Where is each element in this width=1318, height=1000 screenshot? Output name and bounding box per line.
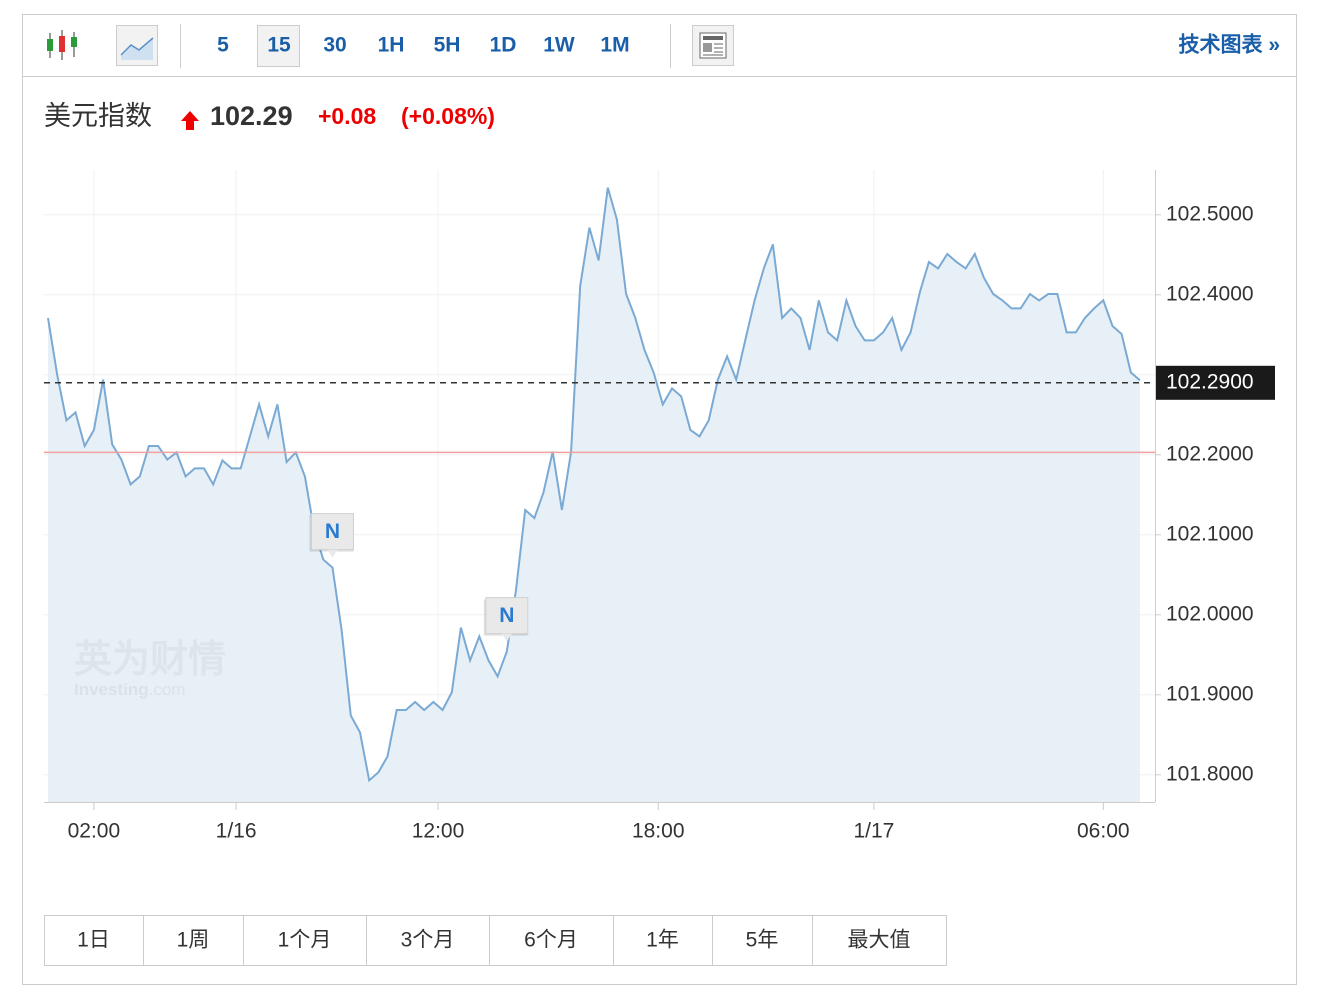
y-tick-label: 102.5000 [1166, 202, 1254, 225]
up-arrow [181, 111, 199, 130]
x-tick-label: 18:00 [632, 820, 685, 843]
y-tick-label: 102.0000 [1166, 602, 1254, 625]
change-percent: (+0.08%) [401, 103, 495, 129]
range-button[interactable] [613, 915, 713, 966]
range-button[interactable] [243, 915, 367, 966]
y-tick-label: 102.1000 [1166, 522, 1254, 545]
range-label: 1周 [177, 929, 210, 952]
range-label: 3个月 [401, 929, 455, 952]
range-label: 5年 [746, 929, 779, 952]
interval-button[interactable]: 1W [543, 34, 575, 57]
news-marker-label: N [499, 604, 514, 627]
x-tick-label: 06:00 [1077, 820, 1130, 843]
current-label: 102.2900 [1166, 370, 1254, 393]
news-marker-label: N [325, 520, 340, 543]
range-button[interactable] [812, 915, 947, 966]
current-label-box [1155, 365, 1275, 400]
news-marker[interactable]: N [309, 513, 354, 558]
interval-button[interactable]: 1H [378, 34, 405, 57]
range-label: 1日 [77, 929, 110, 952]
instrument-name: 美元指数 [44, 101, 152, 131]
range-button[interactable] [143, 915, 244, 966]
y-tick-label: 102.4000 [1166, 282, 1254, 305]
range-label: 1个月 [278, 929, 332, 952]
interval-active [257, 25, 300, 67]
price: 102.29 [210, 101, 293, 131]
line-icon[interactable] [116, 25, 158, 66]
x-tick-label: 1/16 [216, 820, 257, 843]
interval-button[interactable]: 5H [434, 34, 461, 57]
news-marker-pointer [501, 633, 512, 642]
x-tick-label: 12:00 [412, 820, 465, 843]
change: +0.08 [318, 103, 376, 129]
y-tick-label: 101.8000 [1166, 762, 1254, 785]
range-button[interactable] [44, 915, 144, 966]
tech-chart-link[interactable]: 技术图表 » [1178, 34, 1280, 57]
y-tick-label: 101.9000 [1166, 682, 1254, 705]
range-label: 最大值 [848, 929, 911, 952]
news-icon[interactable] [692, 25, 734, 66]
price-line [47, 187, 1141, 783]
range-label: 6个月 [524, 929, 578, 952]
interval-button[interactable]: 1M [600, 34, 629, 57]
x-tick-label: 02:00 [68, 820, 121, 843]
x-tick-label: 1/17 [853, 820, 894, 843]
interval-button[interactable]: 5 [217, 34, 229, 57]
news-marker[interactable]: N [483, 597, 529, 642]
y-tick-label: 102.2000 [1166, 442, 1254, 465]
news-marker-pointer [327, 549, 338, 558]
interval-button[interactable]: 15 [267, 34, 291, 57]
range-label: 1年 [646, 929, 679, 952]
range-button[interactable] [489, 915, 614, 966]
candle-icon[interactable] [47, 30, 77, 60]
interval-button[interactable]: 1D [490, 34, 517, 57]
interval-button[interactable]: 30 [323, 34, 346, 57]
